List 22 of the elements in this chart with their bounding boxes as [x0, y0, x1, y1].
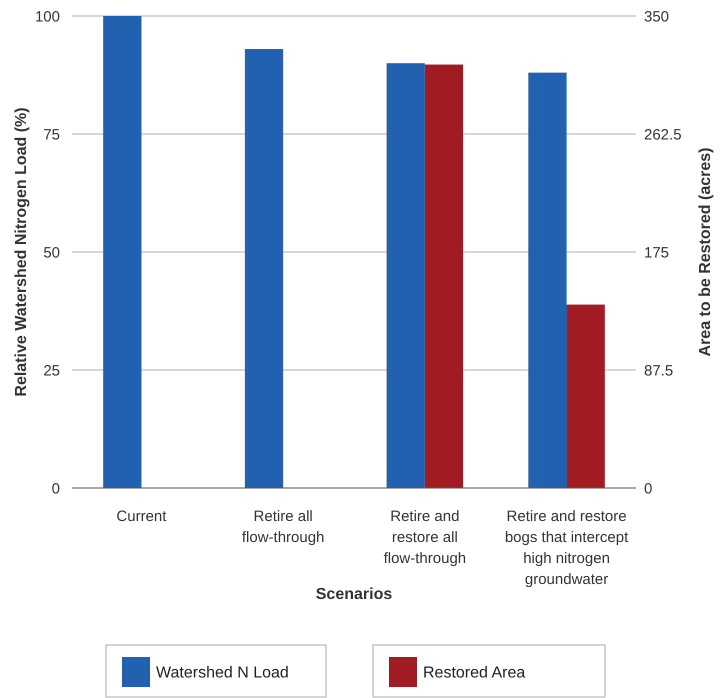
x-tick-label: Retire and restore all flow-through	[384, 508, 466, 567]
x-tick-label: Retire and restore bogs that intercept high nitrogen groundwater	[504, 508, 630, 588]
y2-tick-label: 87.5	[644, 362, 674, 380]
bar	[103, 16, 142, 488]
y-axis-title: Relative Watershed Nitrogen Load (%)	[13, 107, 30, 397]
y-tick-label: 100	[34, 8, 60, 26]
x-tick-label: Retire all flow-through	[242, 508, 324, 546]
legend-label: Watershed N Load	[156, 664, 289, 682]
y-tick-label: 25	[43, 362, 60, 380]
y2-axis-title: Area to be Restored (acres)	[697, 148, 714, 356]
legend-label: Restored Area	[423, 664, 526, 682]
y-tick-label: 0	[52, 480, 60, 498]
x-tick-label: Current	[116, 508, 168, 525]
y-tick-label: 50	[43, 244, 60, 262]
bar	[244, 49, 284, 488]
y2-tick-label: 175	[644, 244, 670, 262]
y2-tick-label: 0	[644, 480, 652, 498]
y2-tick-label: 350	[644, 8, 670, 26]
x-axis-title: Scenarios	[316, 586, 392, 603]
y-tick-label: 75	[43, 126, 60, 144]
bar	[528, 72, 567, 488]
y2-tick-label: 262.5	[644, 126, 682, 144]
